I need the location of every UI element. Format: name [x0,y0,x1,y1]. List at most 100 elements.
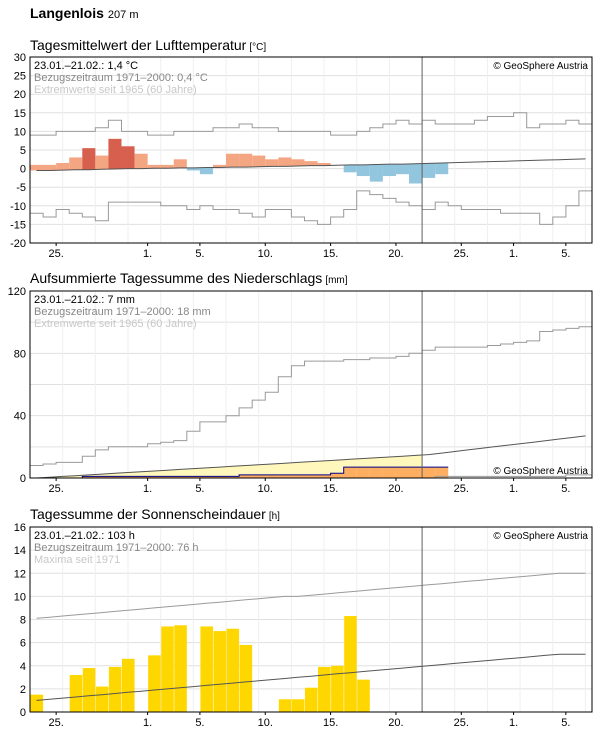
sunshine-bar [174,625,187,712]
reference-line [36,435,586,479]
y-tick-label: 15 [14,108,26,120]
x-tick-label: 5. [561,248,570,260]
sunshine-bar [239,644,253,712]
max-extreme-line [30,326,592,466]
temperature-anomaly-bar [30,164,44,171]
x-tick-label: 20. [388,248,403,260]
temperature-anomaly-bar [317,163,331,166]
temperature-anomaly-bar [395,164,410,175]
y-tick-label: 8 [20,615,26,627]
temperature-anomaly-bar [252,155,266,167]
panel-title-sunshine: Tagessumme der Sonnenscheindauer [h] [30,506,280,522]
sunshine-bar [108,666,122,712]
x-tick-label: 20. [388,483,403,495]
x-tick-label: 1. [143,248,152,260]
y-tick-label: 10 [14,126,26,138]
temperature-anomaly-bar [95,155,109,170]
x-tick-label: 15. [323,248,338,260]
precipitation-bar [147,476,161,478]
temperature-anomaly-bar [69,157,83,170]
precipitation-bar [226,476,240,478]
temperature-anomaly-bar [134,153,148,169]
precipitation-bar [422,467,436,478]
y-tick-label: 6 [20,638,26,650]
precipitation-bar [330,473,344,478]
temperature-anomaly-bar [356,164,370,177]
temperature-anomaly-bar [343,164,357,173]
precipitation-bar [291,474,305,478]
y-tick-label: 14 [14,545,26,557]
precipitation-bar [265,474,279,478]
x-tick-label: 10. [258,717,273,729]
temperature-anomaly-bar [304,161,318,166]
panel-title-temperature: Tagesmittelwert der Lufttemperatur [°C] [30,37,266,53]
temperature-anomaly-bar [369,164,383,182]
temperature-anomaly-bar [199,167,213,175]
x-tick-label: 5. [195,483,204,495]
x-tick-label: 25. [454,483,469,495]
x-tick-label: 5. [195,717,204,729]
temperature-anomaly-bar [382,164,396,177]
y-tick-label: 80 [14,348,26,360]
sunshine-bar [161,626,174,712]
maxima-line [36,572,586,619]
x-tick-label: 15. [323,717,338,729]
sunshine-bar [278,699,292,712]
y-tick-label: -20 [10,238,26,250]
station-name: Langenlois [30,5,104,21]
x-tick-label: 25. [48,717,63,729]
copyright-note: © GeoSphere Austria [493,466,588,477]
precipitation-bar [356,467,370,478]
panel-title-text: Aufsummierte Tagessumme des Niederschlag… [30,270,323,286]
x-tick-label: 25. [48,248,63,260]
y-tick-label: -10 [10,201,26,213]
sunshine-bar [200,626,213,712]
precipitation-bar [212,476,227,478]
panel-title-precipitation: Aufsummierte Tagessumme des Niederschlag… [30,270,348,286]
sunshine-bar [148,655,161,712]
sunshine-bar [82,668,96,712]
precipitation-bar [95,476,109,478]
max-extreme-line [30,112,592,136]
sunshine-bar [344,616,357,712]
precipitation-bar [395,467,410,478]
temperature-anomaly-bar [278,157,292,167]
sunshine-bar [357,679,370,712]
precipitation-bar [435,467,449,478]
panel-title-text: Tagesmittelwert der Lufttemperatur [30,37,247,53]
precipitation-bar [173,476,187,478]
x-tick-label: 25. [454,717,469,729]
legend-extremes: Extremwerte seit 1965 (60 Jahre) [34,318,197,330]
copyright-note: © GeoSphere Austria [493,61,588,72]
x-tick-label: 5. [195,248,204,260]
legend-reference: Bezugszeitraum 1971–2000: 18 mm [34,306,211,318]
temperature-anomaly-bar [82,148,96,170]
temperature-anomaly-bar [43,164,57,171]
legend-observed: 23.01.–21.02.: 7 mm [34,294,135,306]
y-tick-label: 0 [20,707,26,719]
legend-reference: Bezugszeitraum 1971–2000: 0,4 °C [34,72,208,84]
plot-frame [29,290,593,479]
precipitation-bar [134,476,148,478]
sunshine-bar [69,675,83,712]
y-tick-label: 40 [14,411,26,423]
precipitation-bar [278,474,292,478]
sunshine-bar [30,694,44,712]
y-tick-label: 10 [14,591,26,603]
legend-reference: Bezugszeitraum 1971–2000: 76 h [34,542,199,554]
x-tick-label: 10. [258,483,273,495]
precipitation-bar [317,474,331,478]
x-tick-label: 15. [323,483,338,495]
legend-extremes: Maxima seit 1971 [34,554,120,566]
sunshine-bar [226,628,240,712]
y-tick-label: -15 [10,219,26,231]
x-tick-label: 25. [48,483,63,495]
station-altitude: 207 m [107,9,139,21]
temperature-anomaly-bar [239,153,253,168]
y-tick-label: 25 [14,71,26,83]
x-tick-label: 25. [454,248,469,260]
temperature-anomaly-bar [173,159,187,168]
x-tick-label: 5. [561,717,570,729]
temperature-anomaly-bar [422,163,436,178]
